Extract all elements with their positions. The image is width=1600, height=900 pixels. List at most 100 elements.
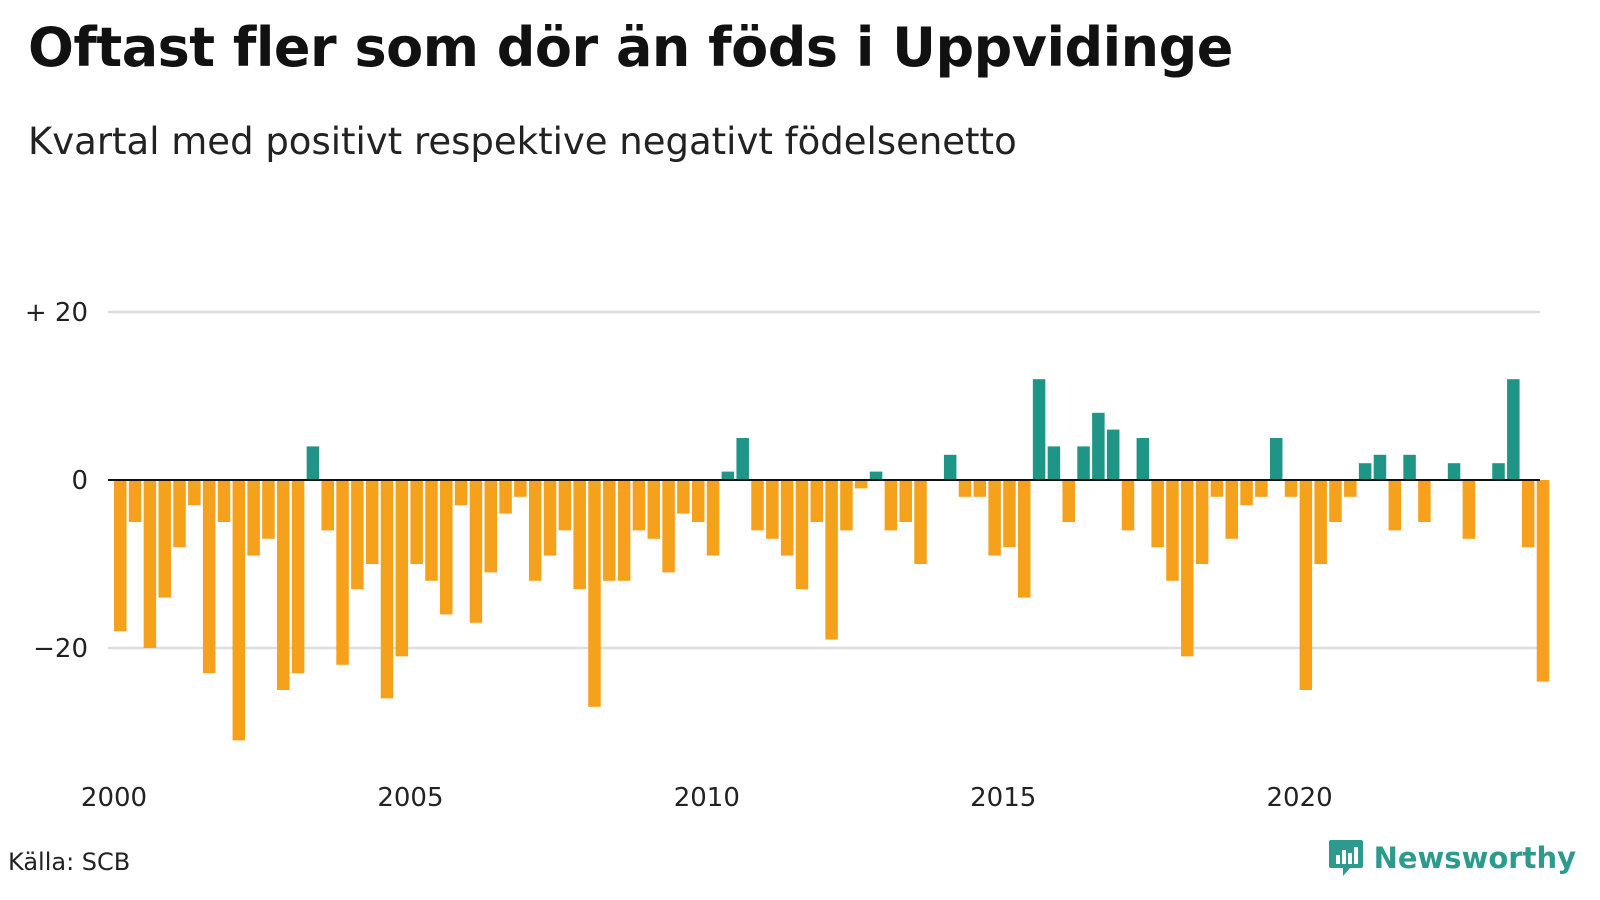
bar-2005K4 <box>454 480 468 506</box>
bar-2008K1 <box>588 480 601 707</box>
bar-2022K3 <box>1447 463 1461 480</box>
bar-2015K4 <box>1047 446 1061 480</box>
y-axis-tick-labels: + 20 0 −20 <box>25 298 88 664</box>
bar-chart: + 20 0 −20 2000 2005 2010 2015 2020 <box>25 298 1550 813</box>
bar-2015K1 <box>1003 480 1016 548</box>
bar-2021K4 <box>1403 454 1416 480</box>
bars <box>114 379 1550 741</box>
bar-2018K2 <box>1195 480 1209 564</box>
bar-2004K3 <box>380 480 394 699</box>
bar-2012K1 <box>825 480 838 640</box>
bar-2011K3 <box>795 480 809 590</box>
bar-2002K2 <box>247 480 260 556</box>
bar-2009K2 <box>662 480 675 573</box>
bar-2004K2 <box>365 480 379 564</box>
bar-2022K1 <box>1418 480 1431 522</box>
bar-2013K1 <box>884 480 898 531</box>
bar-2020K4 <box>1344 480 1357 497</box>
x-axis-tick-labels: 2000 2005 2010 2015 2020 <box>81 783 1333 813</box>
bar-2000K3 <box>143 480 157 648</box>
bar-2003K1 <box>291 480 305 674</box>
x-tick-label: 2010 <box>674 783 740 813</box>
bar-2014K2 <box>958 480 972 497</box>
bar-2020K1 <box>1299 480 1313 690</box>
bar-2017K3 <box>1151 480 1164 548</box>
bar-2009K4 <box>691 480 705 522</box>
bar-2012K2 <box>840 480 853 531</box>
x-tick-label: 2000 <box>81 783 147 813</box>
bar-2009K1 <box>647 480 661 539</box>
bar-2004K4 <box>395 480 409 657</box>
brand-logo-group: Newsworthy <box>1328 838 1576 878</box>
bar-2005K3 <box>440 480 453 615</box>
bar-chart-speech-bubble-icon <box>1328 840 1363 876</box>
bar-2021K2 <box>1373 454 1387 480</box>
bar-2006K1 <box>469 480 483 623</box>
bar-2000K2 <box>128 480 142 522</box>
y-tick-label: −20 <box>33 634 88 664</box>
bar-2005K2 <box>425 480 438 581</box>
bar-2008K4 <box>632 480 646 531</box>
bar-2001K4 <box>217 480 231 522</box>
x-tick-label: 2005 <box>377 783 443 813</box>
bar-2008K3 <box>617 480 631 581</box>
bar-2002K3 <box>262 480 275 539</box>
bar-2023K4 <box>1521 480 1535 548</box>
bar-2018K4 <box>1225 480 1238 539</box>
bar-2007K2 <box>543 480 557 556</box>
bar-2007K3 <box>558 480 572 531</box>
bar-2012K4 <box>869 471 883 480</box>
bar-2018K3 <box>1210 480 1224 497</box>
bar-2016K4 <box>1106 429 1120 480</box>
bar-2002K1 <box>232 480 246 741</box>
bar-2014K3 <box>973 480 987 497</box>
bar-2011K2 <box>780 480 794 556</box>
bar-2002K4 <box>277 480 290 690</box>
bar-2000K1 <box>114 480 127 632</box>
bar-2001K2 <box>188 480 201 506</box>
bar-2010K3 <box>736 438 749 480</box>
bar-2010K2 <box>721 471 735 480</box>
bar-2018K1 <box>1181 480 1194 657</box>
bar-2019K4 <box>1284 480 1298 497</box>
bar-2001K3 <box>202 480 216 674</box>
chart-subtitle: Kvartal med positivt respektive negativt… <box>28 120 1017 163</box>
brand-name: Newsworthy <box>1373 841 1576 875</box>
bar-2019K3 <box>1269 438 1283 480</box>
bar-2003K2 <box>306 446 320 480</box>
bar-2020K2 <box>1314 480 1327 564</box>
y-tick-label: + 20 <box>25 298 88 328</box>
bar-2017K1 <box>1121 480 1135 531</box>
bar-2024K1 <box>1536 480 1550 682</box>
bar-2021K3 <box>1388 480 1402 531</box>
bar-2006K3 <box>499 480 512 514</box>
y-tick-label: 0 <box>71 466 88 496</box>
bar-2016K2 <box>1077 446 1090 480</box>
bar-2003K3 <box>321 480 334 531</box>
bar-2000K4 <box>158 480 171 598</box>
bar-2004K1 <box>351 480 364 590</box>
bar-2006K2 <box>484 480 497 573</box>
source-note: Källa: SCB <box>8 848 131 876</box>
bar-2006K4 <box>514 480 527 497</box>
bar-2011K1 <box>766 480 779 539</box>
x-tick-label: 2015 <box>970 783 1036 813</box>
bar-2022K4 <box>1462 480 1476 539</box>
bar-2015K2 <box>1018 480 1031 598</box>
bar-2005K1 <box>410 480 423 564</box>
bar-2013K2 <box>899 480 912 522</box>
bar-2010K4 <box>751 480 764 531</box>
x-tick-label: 2020 <box>1267 783 1333 813</box>
bar-2007K1 <box>528 480 542 581</box>
bar-2014K1 <box>943 454 957 480</box>
bar-2013K3 <box>914 480 927 564</box>
bar-2017K4 <box>1166 480 1179 581</box>
bar-2003K4 <box>336 480 349 665</box>
bar-2010K1 <box>706 480 720 556</box>
bar-2015K3 <box>1032 379 1046 480</box>
bar-2017K2 <box>1136 438 1150 480</box>
bar-2021K1 <box>1358 463 1372 480</box>
bar-2014K4 <box>988 480 1001 556</box>
bar-2016K3 <box>1092 412 1105 480</box>
bar-2023K2 <box>1492 463 1505 480</box>
